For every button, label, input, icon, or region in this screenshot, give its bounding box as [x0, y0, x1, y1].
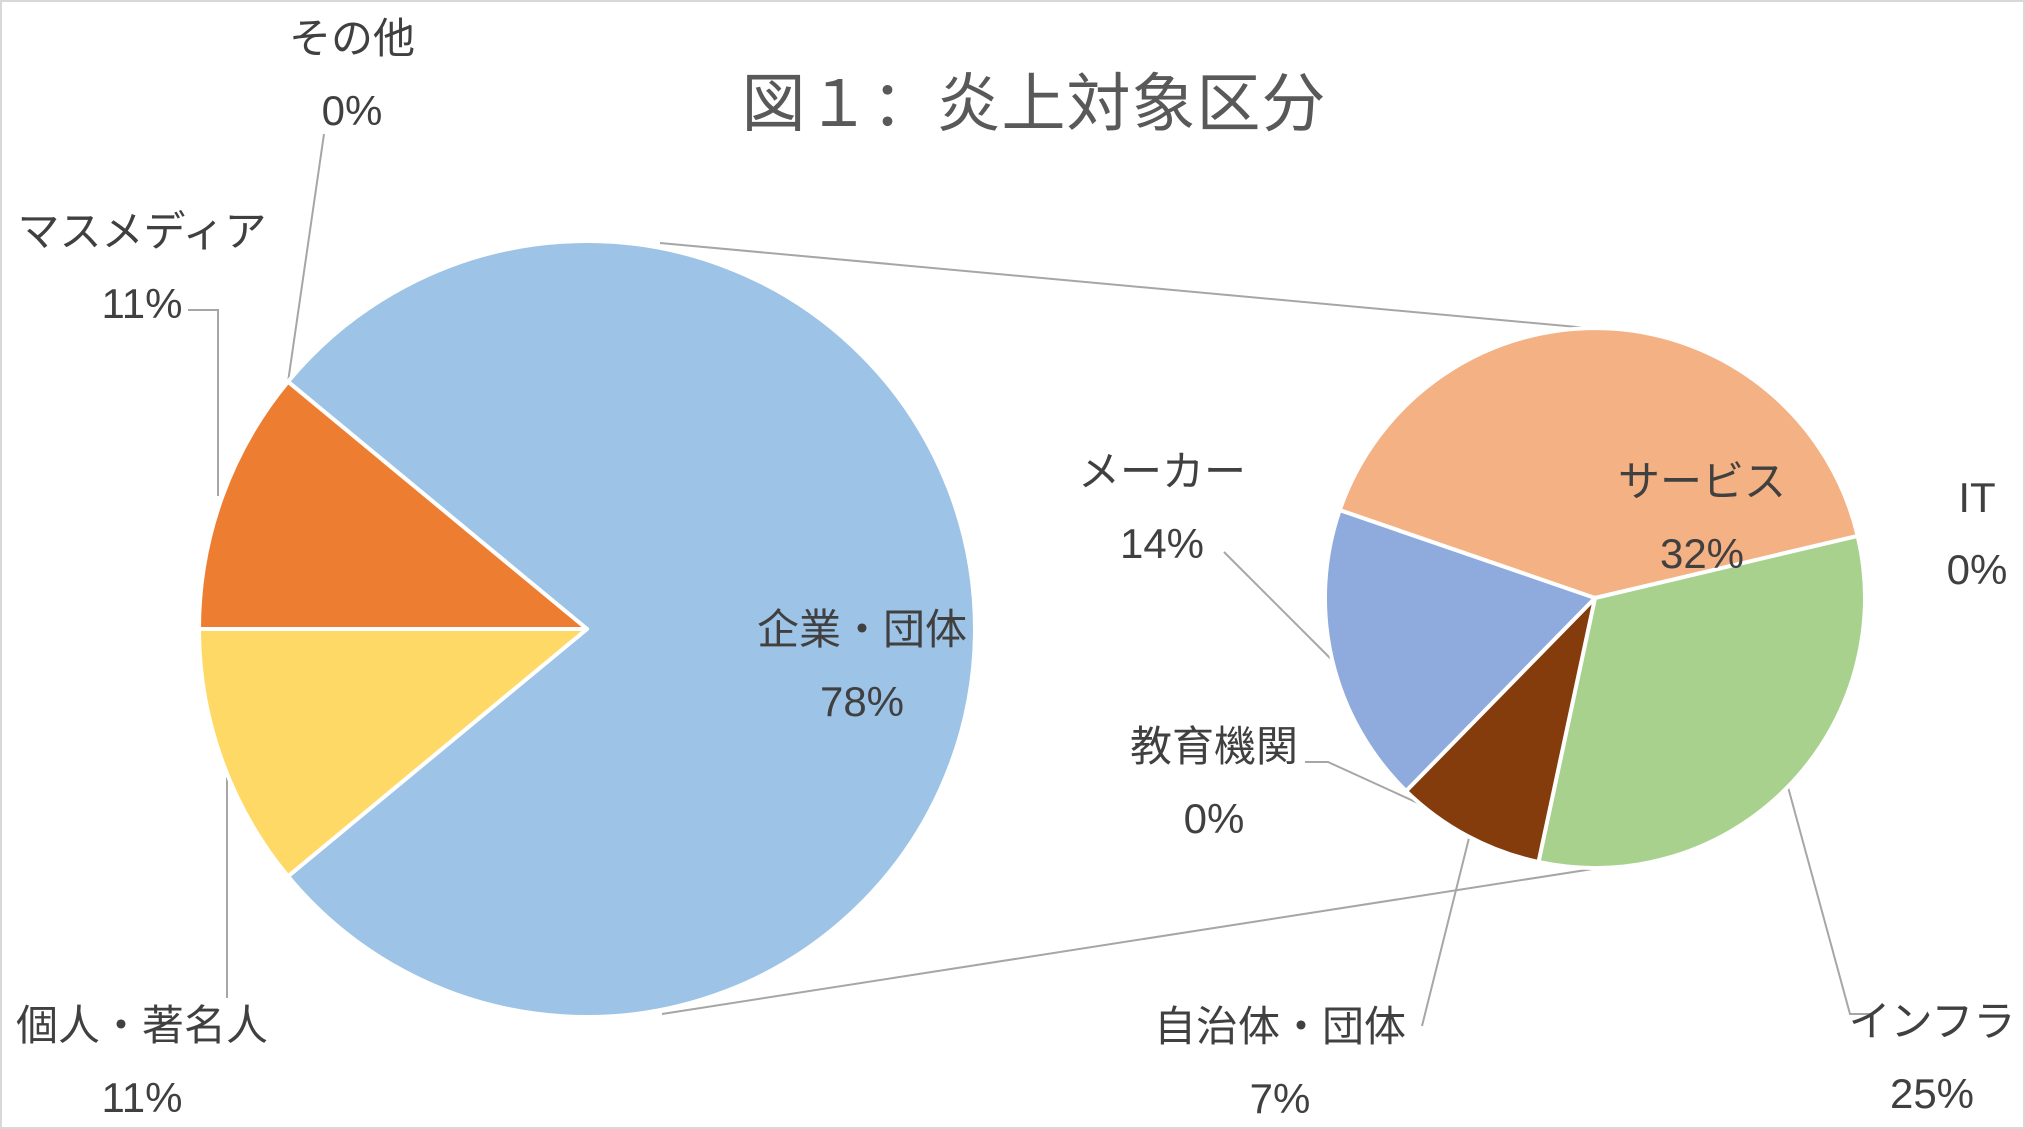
main-pie-slice-1: [197, 627, 589, 879]
label-maker: メーカー 14%: [1078, 436, 1246, 580]
secondary-pie-slice-2: [1536, 533, 1867, 870]
secondary-pie-slice-5: [1322, 508, 1597, 793]
label-leader-line-3: [1223, 551, 1333, 661]
label-maker-pct: 14%: [1119, 520, 1205, 567]
chart-title: 図１：炎上対象区分: [741, 68, 1327, 140]
label-infra-pct: 25%: [1889, 1070, 1975, 1117]
secondary-pie-slice-3: [1404, 596, 1597, 864]
label-kigyo-pct: 78%: [819, 678, 905, 725]
label-jichitai-name: 自治体・団体: [1153, 1003, 1407, 1050]
label-kojin-name: 個人・著名人: [15, 1002, 269, 1049]
label-sonota: その他 0%: [289, 3, 415, 147]
label-infra-name: インフラ: [1848, 998, 2016, 1045]
label-leader-line-0: [287, 133, 325, 383]
label-sonota-pct: 0%: [321, 87, 383, 134]
label-jichitai-pct: 7%: [1249, 1075, 1311, 1122]
main-pie-slice-0: [286, 239, 977, 1019]
label-kigyo: 企業・団体 78%: [757, 594, 967, 738]
label-it: IT 0%: [1947, 462, 2008, 606]
label-masumedia-pct: 11%: [101, 280, 183, 327]
secondary-pie-slice-0: [1337, 326, 1860, 600]
label-kojin-pct: 11%: [101, 1074, 183, 1121]
label-kyoiku-name: 教育機関: [1129, 723, 1299, 770]
label-leader-line-6: [1787, 786, 1870, 1015]
label-kojin: 個人・著名人 11%: [15, 990, 269, 1127]
main-pie: [197, 239, 977, 1019]
label-jichitai: 自治体・団体 7%: [1153, 991, 1407, 1127]
series-connector-line-0: [659, 242, 1600, 330]
label-service-pct: 32%: [1659, 530, 1745, 577]
label-service: サービス 32%: [1618, 446, 1786, 590]
label-masumedia: マスメディア 11%: [17, 196, 266, 340]
label-kyoiku-pct: 0%: [1183, 795, 1245, 842]
label-kyoiku: 教育機関 0%: [1130, 711, 1298, 855]
label-kigyo-name: 企業・団体: [756, 606, 968, 653]
label-masumedia-name: マスメディア: [17, 208, 267, 255]
label-leader-line-1: [188, 309, 219, 496]
label-infra: インフラ 25%: [1848, 986, 2016, 1127]
series-connector-line-1: [661, 867, 1600, 1015]
label-leader-line-5: [1421, 837, 1470, 1027]
secondary-pie: [1322, 326, 1867, 870]
main-pie-slice-2: [197, 379, 589, 631]
label-leader-line-4: [1305, 761, 1421, 805]
label-service-name: サービス: [1617, 458, 1787, 505]
label-it-name: IT: [1958, 474, 1996, 521]
label-maker-name: メーカー: [1077, 448, 1247, 495]
label-sonota-name: その他: [288, 15, 416, 62]
label-it-pct: 0%: [1946, 546, 2008, 593]
